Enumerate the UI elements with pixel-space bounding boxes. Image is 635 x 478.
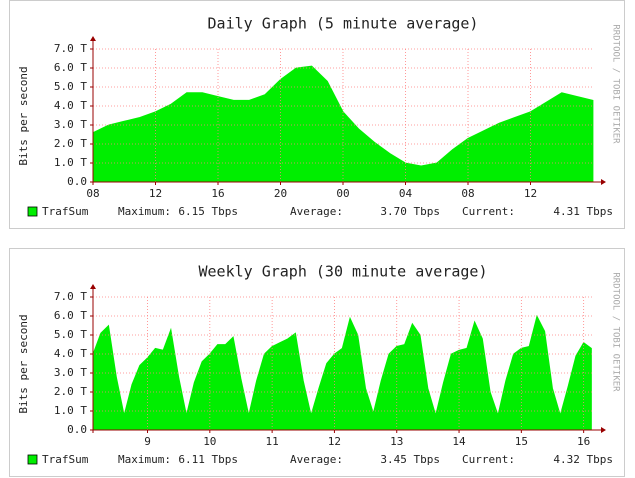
x-tick-label: 14 [452,435,466,448]
x-tick-label: 04 [399,187,413,200]
legend-stat-value: 3.45 Tbps [380,453,440,466]
x-tick-label: 00 [336,187,349,200]
y-axis-arrow [90,36,96,41]
legend-stat-label: Maximum: [118,453,171,466]
y-tick-label: 0.0 [67,175,87,188]
y-tick-label: 0.0 [67,423,87,436]
x-tick-label: 12 [149,187,162,200]
watermark: RRDTOOL / TOBI OETIKER [611,272,621,392]
y-tick-label: 6.0 T [54,61,87,74]
y-tick-label: 3.0 T [54,118,87,131]
x-tick-label: 9 [144,435,151,448]
legend-stat-value: 3.70 Tbps [380,205,440,218]
y-tick-label: 1.0 T [54,156,87,169]
legend-stat-label: Maximum: [118,205,171,218]
legend-swatch [27,454,38,465]
legend-stat-label: Current: [462,205,515,218]
y-tick-label: 1.0 T [54,404,87,417]
x-tick-label: 12 [524,187,537,200]
y-tick-label: 2.0 T [54,137,87,150]
x-tick-label: 08 [461,187,474,200]
y-tick-label: 2.0 T [54,385,87,398]
legend-stat-label: Average: [290,453,343,466]
y-tick-label: 4.0 T [54,347,87,360]
graph: Weekly Graph (30 minute average) Bits per… [9,248,625,477]
y-tick-label: 5.0 T [54,328,87,341]
x-tick-label: 12 [328,435,341,448]
y-tick-label: 3.0 T [54,366,87,379]
legend-label: TrafSum [42,453,89,466]
x-tick-label: 15 [515,435,528,448]
legend-stat-value: 6.15 Tbps [178,205,238,218]
legend-stat-label: Average: [290,205,343,218]
x-tick-label: 16 [211,187,224,200]
x-axis-arrow [601,179,606,185]
x-tick-label: 08 [86,187,99,200]
legend-label: TrafSum [42,205,89,218]
x-axis-arrow [601,427,606,433]
y-tick-label: 5.0 T [54,80,87,93]
graph-title: Daily Graph (5 minute average) [208,15,479,33]
legend-stat-value: 4.31 Tbps [553,205,613,218]
legend-stat-label: Current: [462,453,515,466]
x-tick-label: 20 [274,187,287,200]
watermark: RRDTOOL / TOBI OETIKER [611,24,621,144]
legend-stat-value: 6.11 Tbps [178,453,238,466]
x-tick-label: 11 [266,435,279,448]
legend-swatch [27,206,38,217]
graph-title: Weekly Graph (30 minute average) [199,263,488,281]
y-tick-label: 7.0 T [54,290,87,303]
y-tick-label: 7.0 T [54,42,87,55]
legend-stat-value: 4.32 Tbps [553,453,613,466]
x-tick-label: 13 [390,435,403,448]
x-tick-label: 10 [203,435,216,448]
y-tick-label: 6.0 T [54,309,87,322]
y-axis-label: Bits per second [17,66,30,165]
x-tick-label: 16 [577,435,590,448]
graph: Daily Graph (5 minute average) Bits per s… [9,0,625,229]
y-tick-label: 4.0 T [54,99,87,112]
y-axis-arrow [90,284,96,289]
y-axis-label: Bits per second [17,314,30,413]
